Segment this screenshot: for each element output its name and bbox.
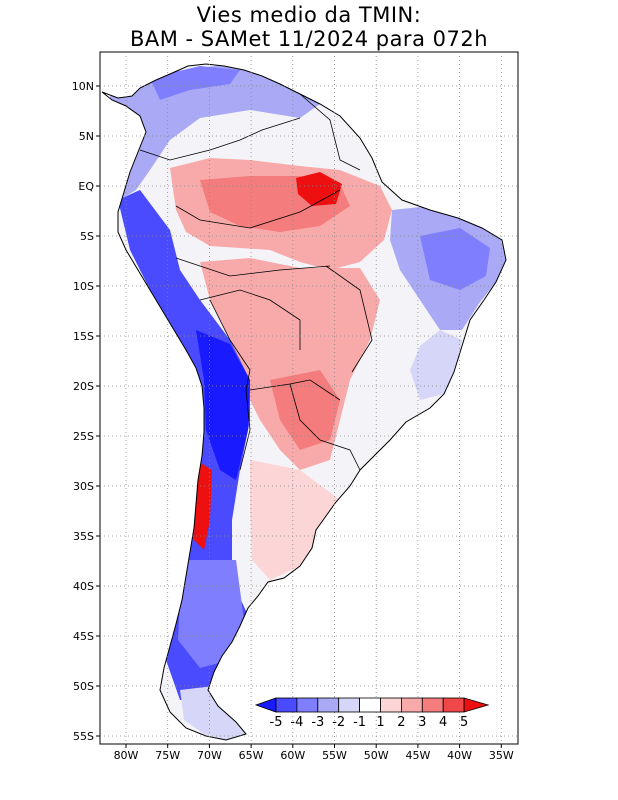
- country-borders: [139, 93, 373, 471]
- colorbar-swatch: [421, 697, 444, 713]
- land-mass: [101, 63, 507, 741]
- colorbar-swatch: [296, 697, 319, 713]
- lat-label: 10S: [73, 280, 94, 293]
- bias-cool-tierra-del-fuego: [180, 686, 246, 740]
- lon-label: 70W: [197, 749, 222, 762]
- colorbar-label: -5: [270, 715, 283, 730]
- colorbar-swatch: [317, 697, 340, 713]
- bias-hot-amazon: [296, 172, 342, 206]
- latitude-labels: 10N 5N EQ 5S 10S 15S 20S 25S 30S 35S 40S 45S 50S 55S: [72, 80, 100, 743]
- colorbar: -5 -4 -3 -2 -1 1 2 3 4 5: [254, 697, 490, 730]
- lat-label: 20S: [73, 380, 94, 393]
- coastline: [101, 63, 507, 741]
- lat-label: 15S: [73, 330, 94, 343]
- map-title-line-2: BAM - SAMet 11/2024 para 072h: [129, 27, 489, 51]
- colorbar-swatch: [338, 697, 361, 713]
- colorbar-label: -3: [311, 715, 324, 730]
- bias-hot-chile: [194, 460, 212, 550]
- graticule: [100, 52, 518, 744]
- lon-label: 75W: [155, 749, 180, 762]
- bias-cool-patagonia: [178, 560, 244, 668]
- lon-label: 80W: [114, 749, 139, 762]
- lat-label: EQ: [78, 180, 94, 193]
- colorbar-label: -2: [332, 715, 345, 730]
- lon-label: 55W: [322, 749, 347, 762]
- colorbar-swatch: [442, 697, 465, 713]
- lon-label: 65W: [239, 749, 264, 762]
- lon-label: 60W: [280, 749, 305, 762]
- lat-label: 10N: [72, 80, 94, 93]
- bias-warm-chaco: [270, 370, 340, 450]
- colorbar-label: 5: [460, 715, 468, 730]
- colorbar-swatch: [359, 697, 381, 713]
- lat-label: 5S: [80, 230, 94, 243]
- lon-label: 35W: [489, 749, 514, 762]
- lon-label: 50W: [364, 749, 389, 762]
- lat-label: 30S: [73, 480, 94, 493]
- colorbar-label: -4: [290, 715, 303, 730]
- longitude-labels: 80W 75W 70W 65W 60W 55W 50W 45W 40W 35W: [114, 744, 514, 762]
- colorbar-label: 4: [439, 715, 447, 730]
- bias-cool-venezuela: [150, 66, 240, 100]
- lon-label: 40W: [447, 749, 472, 762]
- lat-label: 55S: [73, 730, 94, 743]
- lat-label: 50S: [73, 680, 94, 693]
- lon-label: 45W: [405, 749, 430, 762]
- bias-cold-andes-core: [196, 330, 250, 480]
- lat-label: 35S: [73, 530, 94, 543]
- colorbar-label: 2: [397, 715, 405, 730]
- colorbar-label: -1: [353, 715, 366, 730]
- colorbar-swatch: [380, 697, 402, 713]
- lat-label: 40S: [73, 580, 94, 593]
- bias-warm-argentina: [250, 460, 340, 580]
- colorbar-swatch: [400, 697, 423, 713]
- colorbar-label: 3: [418, 715, 426, 730]
- lat-label: 5N: [79, 130, 94, 143]
- colorbar-right-arrow: [463, 697, 490, 713]
- bias-cool-northeast-core: [420, 228, 490, 290]
- map-title-line-1: Vies medio da TMIN:: [196, 3, 422, 27]
- lat-label: 45S: [73, 630, 94, 643]
- colorbar-swatch: [275, 697, 298, 713]
- colorbar-label: 1: [376, 715, 384, 730]
- lat-label: 25S: [73, 430, 94, 443]
